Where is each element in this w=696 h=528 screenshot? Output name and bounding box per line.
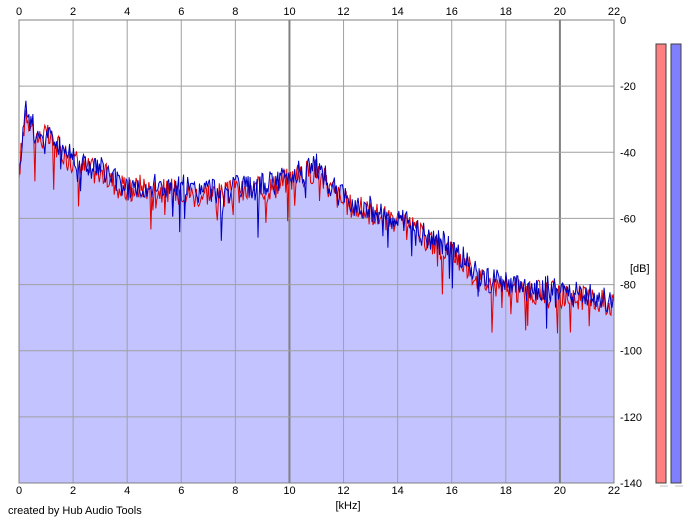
x-tick-label-top: 14 xyxy=(392,6,404,18)
y-tick-label: -100 xyxy=(620,346,642,358)
x-tick-label-top: 18 xyxy=(500,6,512,18)
x-tick-label-top: 16 xyxy=(446,6,458,18)
x-ticks-top: 0 2 4 6 8 10 12 14 16 18 20 22 xyxy=(16,6,620,18)
series-layer xyxy=(18,100,615,334)
y-tick-label: -80 xyxy=(620,280,636,292)
plot-frame xyxy=(18,19,615,484)
level-meter-left xyxy=(655,43,667,484)
x-tick-label-bottom: 18 xyxy=(500,485,512,497)
x-tick-label-top: 2 xyxy=(70,6,76,18)
x-ticks-bottom: 0 2 4 6 8 10 12 14 16 18 20 22 xyxy=(16,485,620,497)
x-tick-label-top: 0 xyxy=(16,6,22,18)
x-tick-label-top: 12 xyxy=(337,6,349,18)
x-tick-label-bottom: 0 xyxy=(16,485,22,497)
y-tick-label: -60 xyxy=(620,213,636,225)
x-tick-label-bottom: 16 xyxy=(446,485,458,497)
level-meters xyxy=(655,43,683,487)
x-tick-label-top: 8 xyxy=(232,6,238,18)
credit-text: created by Hub Audio Tools xyxy=(8,505,142,517)
x-tick-label-top: 20 xyxy=(554,6,566,18)
y-tick-label: -120 xyxy=(620,412,642,424)
y-ticks-right: 0 -20 -40 -60 -80 -100 -120 -140 xyxy=(620,15,642,490)
y-tick-label: -40 xyxy=(620,147,636,159)
level-meter-right xyxy=(670,43,682,484)
x-tick-label-bottom: 8 xyxy=(232,485,238,497)
x-tick-label-bottom: 4 xyxy=(124,485,130,497)
x-tick-label-top: 22 xyxy=(608,6,620,18)
y-tick-label: 0 xyxy=(620,15,626,27)
y-axis-label: [dB] xyxy=(630,263,650,275)
x-tick-label-bottom: 22 xyxy=(608,485,620,497)
x-tick-label-bottom: 10 xyxy=(283,485,295,497)
spectrum-series-line xyxy=(18,100,615,329)
y-tick-label: -20 xyxy=(620,81,636,93)
x-tick-label-bottom: 20 xyxy=(554,485,566,497)
x-tick-label-bottom: 12 xyxy=(337,485,349,497)
x-tick-label-top: 4 xyxy=(124,6,130,18)
x-tick-label-bottom: 14 xyxy=(392,485,404,497)
y-tick-label: -140 xyxy=(620,478,642,490)
x-tick-label-top: 6 xyxy=(178,6,184,18)
x-tick-label-bottom: 2 xyxy=(70,485,76,497)
x-tick-label-bottom: 6 xyxy=(178,485,184,497)
x-tick-label-top: 10 xyxy=(283,6,295,18)
x-axis-label: [kHz] xyxy=(335,500,360,512)
